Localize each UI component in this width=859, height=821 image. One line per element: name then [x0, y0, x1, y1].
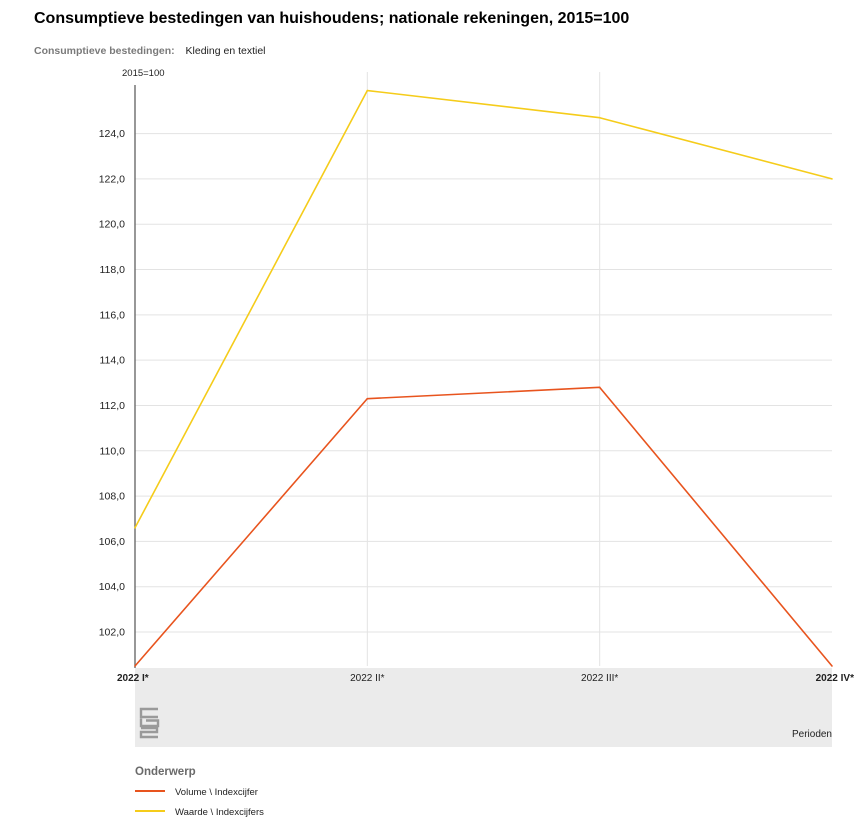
legend-title: Onderwerp	[135, 766, 196, 778]
y-tick-label: 110,0	[100, 445, 126, 457]
x-tick-label: 2022 II*	[350, 673, 385, 684]
x-tick-label: 2022 III*	[581, 673, 618, 684]
filter-line: Consumptieve bestedingen: Kleding en tex…	[34, 45, 266, 57]
data-point	[134, 526, 136, 529]
series-line-1	[134, 89, 833, 529]
legend-item-waarde[interactable]: Waarde \ Indexcijfers	[135, 807, 264, 821]
data-point	[831, 178, 833, 180]
y-tick-label: 102,0	[99, 627, 125, 639]
y-tick-label: 106,0	[99, 536, 125, 548]
y-tick-label: 118,0	[100, 264, 126, 276]
data-point	[598, 386, 601, 389]
series-line-0	[134, 386, 833, 667]
x-tick-label: 2022 IV*	[816, 673, 854, 684]
legend-swatch-volume	[135, 790, 165, 793]
y-tick-label: 108,0	[99, 491, 125, 503]
legend-label-volume: Volume \ Indexcijfer	[175, 787, 258, 798]
legend-swatch-waarde	[135, 810, 165, 813]
legend-item-volume[interactable]: Volume \ Indexcijfer	[135, 787, 258, 801]
y-tick-label: 124,0	[99, 128, 125, 140]
y-tick-label: 122,0	[99, 173, 125, 185]
x-tick-label: 2022 I*	[117, 673, 149, 684]
data-point	[831, 665, 833, 667]
data-point	[598, 116, 601, 119]
chart-title: Consumptieve bestedingen van huishoudens…	[34, 10, 630, 27]
x-axis-band	[135, 668, 832, 747]
y-axis-unit: 2015=100	[122, 68, 165, 79]
y-tick-label: 104,0	[99, 581, 125, 593]
filter-value[interactable]: Kleding en textiel	[185, 45, 266, 57]
data-point	[366, 397, 369, 400]
x-axis-title: Perioden	[791, 729, 832, 740]
y-tick-label: 112,0	[100, 400, 126, 412]
data-point	[366, 89, 369, 92]
filter-label: Consumptieve bestedingen:	[34, 45, 175, 57]
y-tick-label: 114,0	[100, 355, 126, 367]
y-tick-label: 116,0	[100, 309, 126, 321]
y-tick-label: 120,0	[99, 219, 125, 231]
cbs-logo	[139, 707, 160, 739]
data-point	[134, 665, 136, 667]
legend-label-waarde: Waarde \ Indexcijfers	[175, 807, 264, 818]
